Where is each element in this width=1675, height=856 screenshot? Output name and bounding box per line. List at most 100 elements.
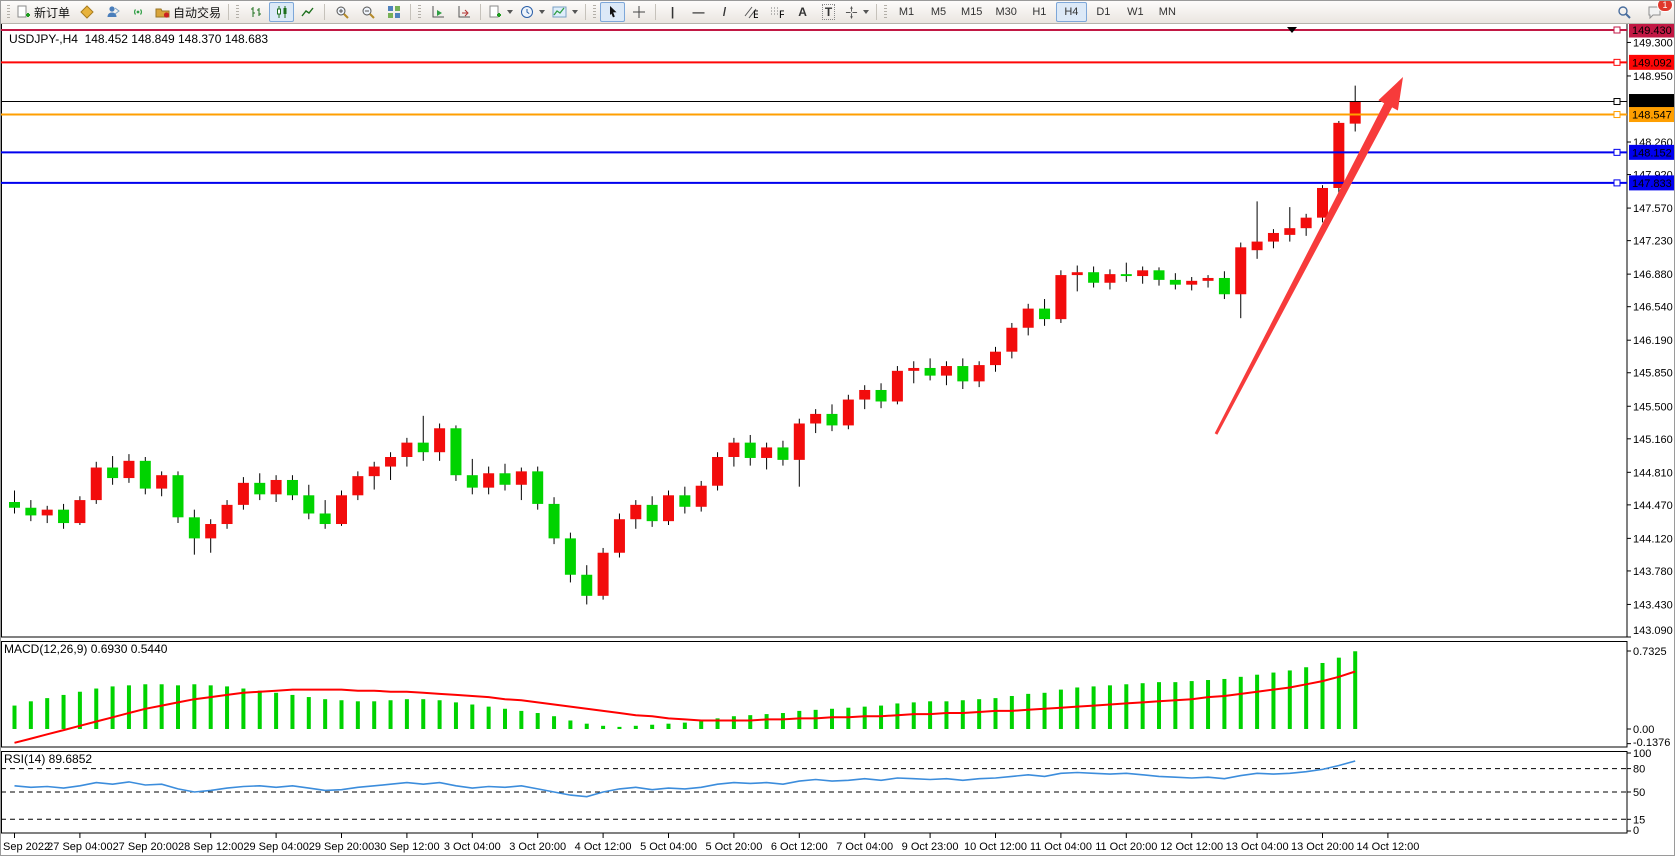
svg-text:4 Oct 12:00: 4 Oct 12:00 (575, 841, 632, 853)
chart-shift-marker[interactable] (1287, 27, 1297, 33)
hline-148.683[interactable]: 148.683 (1, 94, 1675, 110)
fibonacci-tool-button[interactable]: F (764, 2, 789, 22)
timeframe-button-M5[interactable]: M5 (930, 6, 947, 18)
text-tool-button[interactable]: A (790, 2, 815, 22)
notifications-button[interactable]: 1 (1642, 1, 1673, 22)
main-toolbar: 新订单 自动交易 (1, 1, 1674, 24)
svg-text:12 Oct 12:00: 12 Oct 12:00 (1160, 841, 1223, 853)
chart-window-button[interactable] (74, 2, 99, 22)
chart-shift-icon (458, 6, 470, 18)
svg-text:30 Sep 12:00: 30 Sep 12:00 (374, 841, 439, 853)
zoom-in-button[interactable] (329, 2, 354, 22)
svg-text:144.470: 144.470 (1633, 500, 1673, 512)
trade-profile-button[interactable] (100, 2, 125, 22)
auto-scroll-button[interactable] (425, 2, 450, 22)
svg-text:9 Oct 23:00: 9 Oct 23:00 (902, 841, 959, 853)
search-button[interactable] (1611, 2, 1636, 22)
tile-windows-button[interactable] (381, 2, 406, 22)
fibonacci-icon: F (770, 7, 784, 19)
chart-window-icon (79, 5, 94, 19)
svg-text:0.7325: 0.7325 (1633, 646, 1667, 658)
svg-text:27 Sep 20:00: 27 Sep 20:00 (113, 841, 178, 853)
timeframe-button-H4[interactable]: H4 (1055, 2, 1087, 22)
timeframe-button-MN[interactable]: MN (1158, 6, 1176, 18)
svg-text:27 Sep 04:00: 27 Sep 04:00 (47, 841, 112, 853)
price-axis[interactable]: 149.300148.950148.260147.920147.570147.2… (1627, 37, 1673, 638)
cursor-tool-button[interactable] (600, 2, 626, 22)
vertical-line-tool-button[interactable]: | (660, 2, 685, 22)
svg-text:148.950: 148.950 (1633, 71, 1673, 83)
template-button[interactable] (549, 2, 581, 22)
svg-text:100: 100 (1633, 748, 1651, 760)
hline-149.092[interactable]: 149.092 (1, 54, 1675, 70)
zoom-out-button[interactable] (355, 2, 380, 22)
toolbar-grip[interactable] (884, 4, 888, 20)
trendline-tool-button[interactable]: / (712, 2, 737, 22)
new-order-label: 新订单 (34, 5, 71, 20)
auto-trading-button[interactable]: 自动交易 (152, 2, 224, 22)
label-tool-button[interactable]: T (816, 2, 841, 22)
rsi-indicator-label: RSI(14) 89.6852 (4, 752, 93, 766)
timeframe-button-D1[interactable]: D1 (1096, 6, 1111, 18)
svg-text:5 Oct 20:00: 5 Oct 20:00 (705, 841, 762, 853)
crosshair-tool-button[interactable] (626, 2, 651, 22)
svg-text:147.570: 147.570 (1633, 203, 1673, 215)
period-button[interactable] (517, 2, 548, 22)
svg-text:149.092: 149.092 (1632, 57, 1672, 69)
new-chart-button[interactable] (485, 2, 516, 22)
chart-title: USDJPY-,H4 148.452 148.849 148.370 148.6… (9, 32, 269, 46)
svg-text:3 Oct 04:00: 3 Oct 04:00 (444, 841, 501, 853)
channel-tool-button[interactable]: E (738, 2, 763, 22)
hline-148.547[interactable]: 148.547 (1, 107, 1675, 123)
new-order-button[interactable]: 新订单 (14, 2, 73, 22)
trend-arrow-annotation[interactable] (1214, 77, 1403, 435)
svg-text:146.880: 146.880 (1633, 269, 1673, 281)
signal-icon (133, 9, 142, 15)
horizontal-line-tool-button[interactable]: — (686, 2, 711, 22)
chart-type-line-button[interactable] (295, 2, 320, 22)
timeframe-button-M30[interactable]: M30 (995, 6, 1017, 18)
svg-text:148.547: 148.547 (1632, 110, 1672, 122)
toolbar-right-icons: 1 (1611, 1, 1673, 22)
svg-text:5 Oct 04:00: 5 Oct 04:00 (640, 841, 697, 853)
svg-text:143.430: 143.430 (1633, 599, 1673, 611)
dropdown-caret (507, 10, 514, 14)
hline-148.152[interactable]: 148.152 (1, 144, 1675, 160)
svg-text:0: 0 (1633, 825, 1639, 837)
toolbar-grip[interactable] (7, 4, 10, 20)
chart-type-candles-button[interactable] (269, 2, 295, 22)
toolbar-grip[interactable] (593, 4, 597, 20)
toolbar-grip[interactable] (418, 4, 422, 20)
dropdown-caret (863, 10, 870, 14)
svg-text:E: E (753, 9, 758, 19)
hline-149.430[interactable]: 149.430 (1, 22, 1675, 38)
svg-text:28 Sep 12:00: 28 Sep 12:00 (178, 841, 243, 853)
toolbar-separator (585, 4, 587, 20)
chart-type-bars-button[interactable] (243, 2, 268, 22)
svg-text:145.160: 145.160 (1633, 434, 1673, 446)
template-icon (552, 6, 567, 18)
hline-147.833[interactable]: 147.833 (1, 175, 1675, 191)
timeframe-button-H1[interactable]: H1 (1032, 6, 1047, 18)
timeframe-button-M15[interactable]: M15 (961, 6, 983, 18)
toolbar-separator (410, 4, 412, 20)
svg-text:F: F (779, 9, 784, 19)
channel-icon: E (744, 6, 758, 19)
timeframe-button-W1[interactable]: W1 (1127, 6, 1144, 18)
horizontal-line-icon: — (692, 5, 705, 19)
zoom-out-icon (362, 6, 375, 19)
chart-shift-button[interactable] (451, 2, 476, 22)
timeframe-button-M1[interactable]: M1 (898, 6, 915, 18)
profile-icon (107, 6, 120, 17)
arrows-tool-button[interactable] (842, 2, 872, 22)
toolbar-grip[interactable] (236, 4, 240, 20)
label-tool-icon: T (821, 4, 836, 20)
svg-text:50: 50 (1633, 787, 1645, 799)
signals-button[interactable] (126, 2, 151, 22)
svg-text:-0.1376: -0.1376 (1633, 737, 1670, 749)
auto-trading-label: 自动交易 (173, 5, 222, 20)
svg-text:14 Oct 12:00: 14 Oct 12:00 (1356, 841, 1419, 853)
auto-trading-icon (155, 8, 170, 18)
